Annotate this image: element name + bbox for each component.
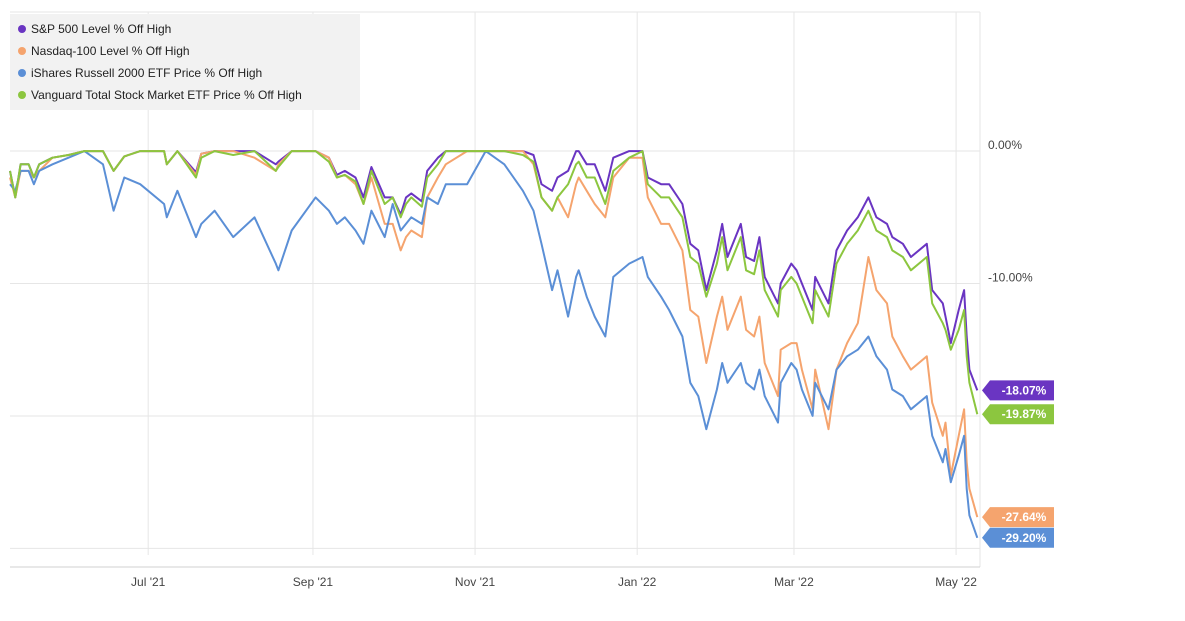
- end-label-tag: [982, 404, 1054, 425]
- end-label-s-p-500-level-off-high: -18.07%: [982, 380, 1054, 401]
- legend-item: Vanguard Total Stock Market ETF Price % …: [18, 88, 302, 102]
- x-tick-label: May '22: [935, 575, 977, 589]
- series-line-nasdaq-100-level-off-high: [9, 150, 979, 518]
- series-line-s-p-500-level-off-high: [9, 150, 979, 391]
- series-line-ishares-russell-2000-etf-price-off-high: [9, 150, 979, 539]
- legend-item: iShares Russell 2000 ETF Price % Off Hig…: [18, 66, 262, 80]
- legend-background: [10, 14, 360, 110]
- x-tick-label: Nov '21: [455, 575, 496, 589]
- legend-item: Nasdaq-100 Level % Off High: [18, 44, 190, 58]
- end-label-value: -27.64%: [1002, 510, 1047, 524]
- end-label-nasdaq-100-level-off-high: -27.64%: [982, 507, 1054, 528]
- legend-marker: [18, 91, 26, 99]
- x-axis: Jul '21 Sep '21 Nov '21 Jan '22 Mar '22 May '…: [10, 566, 980, 589]
- legend-item: S&P 500 Level % Off High: [18, 22, 171, 36]
- end-label-tag: [982, 380, 1054, 401]
- end-label-value: -19.87%: [1002, 407, 1047, 421]
- x-tick-label: Jul '21: [131, 575, 166, 589]
- legend-label: Vanguard Total Stock Market ETF Price % …: [31, 88, 302, 102]
- end-label-value: -29.20%: [1002, 531, 1047, 545]
- legend-label: S&P 500 Level % Off High: [31, 22, 171, 36]
- y-tick-label: 0.00%: [988, 138, 1022, 152]
- legend: S&P 500 Level % Off High Nasdaq-100 Level…: [10, 14, 360, 110]
- legend-marker: [18, 25, 26, 33]
- series-layer: [9, 150, 979, 539]
- x-tick-label: Jan '22: [618, 575, 657, 589]
- end-label-vanguard-total-stock-market-etf-price-off-high: -19.87%: [982, 404, 1054, 425]
- x-tick-label: Sep '21: [293, 575, 334, 589]
- end-label-ishares-russell-2000-etf-price-off-high: -29.20%: [982, 527, 1054, 548]
- y-axis: 0.00% -10.00%: [988, 138, 1033, 284]
- legend-marker: [18, 47, 26, 55]
- grid-layer: [10, 11, 981, 567]
- legend-label: Nasdaq-100 Level % Off High: [31, 44, 190, 58]
- end-label-value: -18.07%: [1002, 383, 1047, 397]
- end-label-tag: [982, 507, 1054, 528]
- end-labels: -18.07% -27.64% -29.20% -19.87%: [982, 380, 1054, 548]
- legend-label: iShares Russell 2000 ETF Price % Off Hig…: [31, 66, 262, 80]
- series-line-vanguard-total-stock-market-etf-price-off-high: [9, 150, 979, 415]
- y-tick-label: -10.00%: [988, 271, 1033, 285]
- x-tick-label: Mar '22: [774, 575, 814, 589]
- end-label-tag: [982, 527, 1054, 548]
- legend-marker: [18, 69, 26, 77]
